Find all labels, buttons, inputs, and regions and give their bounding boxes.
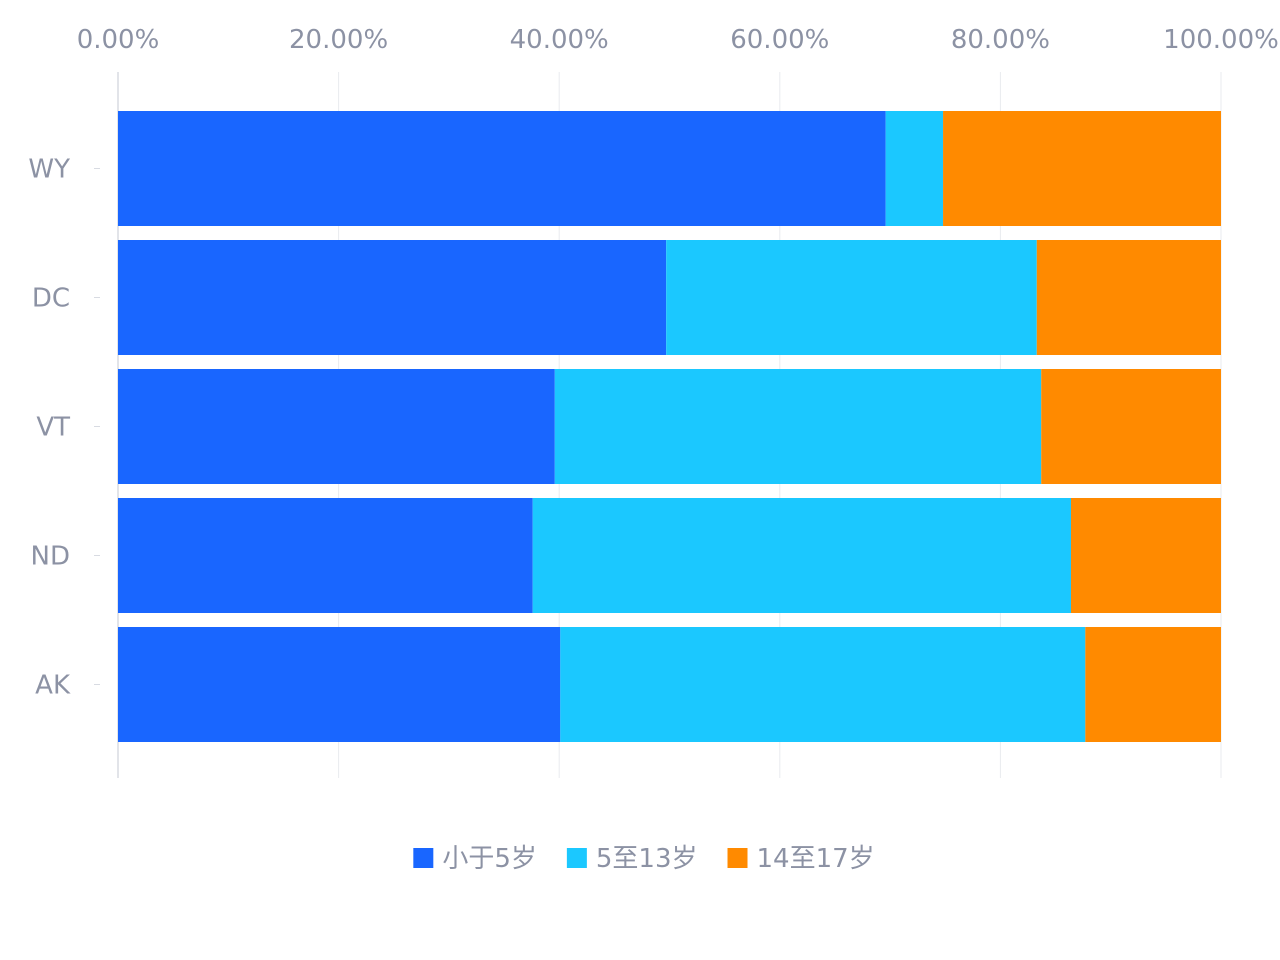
bar-segment[interactable] [885,111,944,226]
legend-item[interactable]: 小于5岁 [413,844,537,874]
legend-item[interactable]: 14至17岁 [727,844,875,874]
y-axis: WY DC VT ND AK [28,155,100,701]
bar-segment[interactable] [1085,627,1221,742]
legend-swatch [727,848,748,868]
bar-segment[interactable] [118,627,561,742]
bar-segment[interactable] [666,240,1037,355]
x-tick-label: 60.00% [730,25,829,55]
bar-segment[interactable] [532,498,1071,613]
bar-segment[interactable] [118,498,533,613]
legend-label: 14至17岁 [757,844,875,874]
bar-segment[interactable] [554,369,1042,484]
y-tick-label: VT [36,413,70,443]
bar-segment[interactable] [118,369,555,484]
bar-segment[interactable] [1070,498,1221,613]
x-tick-label: 40.00% [510,25,609,55]
y-tick-label: ND [31,542,70,572]
bars-layer [118,111,1221,742]
y-tick-label: WY [28,155,70,185]
x-axis: 0.00% 20.00% 40.00% 60.00% 80.00% 100.00% [77,25,1279,55]
legend-label: 5至13岁 [596,844,698,874]
legend-swatch [413,848,434,868]
bar-segment[interactable] [118,240,667,355]
bar-segment[interactable] [943,111,1221,226]
legend-label: 小于5岁 [442,844,537,874]
bar-segment[interactable] [118,111,886,226]
legend-swatch [566,848,587,868]
bar-segment[interactable] [1036,240,1221,355]
bar-segment[interactable] [1041,369,1221,484]
bar-segment[interactable] [560,627,1086,742]
x-tick-label: 100.00% [1163,25,1279,55]
y-tick-label: AK [35,671,71,701]
x-tick-label: 0.00% [77,25,160,55]
x-tick-label: 80.00% [951,25,1050,55]
legend[interactable]: 小于5岁 5至13岁 14至17岁 [413,844,875,874]
y-tick-label: DC [32,284,70,314]
legend-item[interactable]: 5至13岁 [566,844,698,874]
x-tick-label: 20.00% [289,25,388,55]
